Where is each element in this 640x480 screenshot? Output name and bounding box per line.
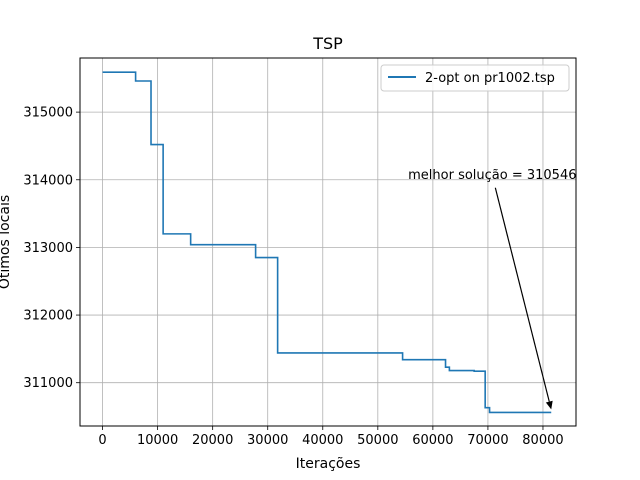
series-layer [102, 71, 552, 414]
x-tick-label: 30000 [247, 433, 288, 448]
legend: 2-opt on pr1002.tsp [380, 64, 570, 92]
x-tick-label: 0 [98, 433, 106, 448]
chart-title: TSP [312, 34, 343, 53]
grid [80, 58, 576, 426]
y-tick-label: 315000 [23, 106, 73, 121]
series-line-0 [102, 71, 552, 414]
x-tick-label: 80000 [522, 433, 563, 448]
annotation-arrow-line [494, 187, 550, 402]
y-axis-label: Ótimos locais [0, 195, 13, 289]
x-tick-label: 20000 [192, 433, 233, 448]
x-tick-label: 60000 [412, 433, 453, 448]
x-tick-label: 70000 [467, 433, 508, 448]
x-tick-label: 10000 [137, 433, 178, 448]
x-tick-label: 40000 [302, 433, 343, 448]
annotation-text: melhor solução = 310546 [408, 168, 576, 183]
y-tick-label: 312000 [23, 309, 73, 324]
y-tick-label: 313000 [23, 241, 73, 256]
x-axis-ticks: 0 10000 20000 30000 40000 50000 60000 70000 8000… [98, 426, 564, 448]
legend-box [380, 64, 570, 92]
legend-label: 2-opt on pr1002.tsp [425, 71, 555, 86]
y-tick-label: 311000 [23, 376, 73, 391]
annotation-arrow-head [545, 400, 553, 410]
x-tick-label: 50000 [357, 433, 398, 448]
plot-frame [79, 57, 577, 427]
y-axis-ticks: 311000 312000 313000 314000 315000 [23, 106, 80, 391]
annotation: melhor solução = 310546 [408, 168, 577, 410]
x-axis-label: Iterações [296, 456, 361, 472]
y-tick-label: 314000 [23, 173, 73, 188]
